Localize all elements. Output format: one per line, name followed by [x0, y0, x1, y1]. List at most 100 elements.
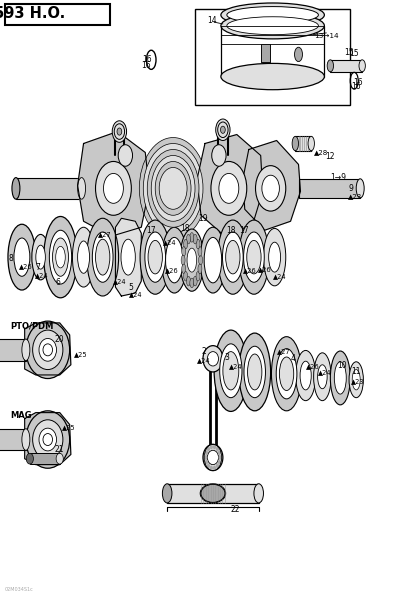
- Ellipse shape: [227, 7, 318, 23]
- Ellipse shape: [263, 228, 286, 286]
- Text: 17: 17: [239, 226, 248, 236]
- Text: ▲24: ▲24: [273, 273, 286, 279]
- Ellipse shape: [221, 13, 324, 39]
- Ellipse shape: [22, 429, 30, 450]
- Ellipse shape: [14, 238, 30, 276]
- Ellipse shape: [204, 455, 207, 460]
- Ellipse shape: [56, 246, 65, 268]
- Ellipse shape: [33, 330, 63, 370]
- Text: ▲26: ▲26: [165, 267, 178, 273]
- Ellipse shape: [148, 240, 162, 274]
- Ellipse shape: [155, 161, 191, 215]
- Text: 2: 2: [201, 347, 206, 356]
- Ellipse shape: [53, 238, 68, 276]
- Ellipse shape: [262, 175, 279, 202]
- Text: ▲26: ▲26: [306, 363, 319, 369]
- Text: 21: 21: [55, 445, 64, 454]
- Text: ▲24: ▲24: [35, 272, 49, 278]
- Ellipse shape: [193, 276, 197, 286]
- Text: 11: 11: [351, 367, 361, 377]
- Ellipse shape: [223, 352, 239, 390]
- Text: 16: 16: [353, 78, 363, 87]
- Ellipse shape: [244, 346, 265, 398]
- Ellipse shape: [204, 237, 222, 283]
- Text: ▲26: ▲26: [243, 267, 256, 273]
- Ellipse shape: [239, 333, 271, 411]
- Ellipse shape: [227, 17, 318, 35]
- Ellipse shape: [334, 362, 346, 394]
- Text: ▲25: ▲25: [74, 351, 87, 357]
- Ellipse shape: [218, 460, 221, 465]
- Ellipse shape: [143, 144, 203, 233]
- Ellipse shape: [292, 136, 298, 151]
- Text: 14: 14: [207, 16, 217, 26]
- Bar: [261, 44, 270, 62]
- Ellipse shape: [198, 264, 202, 274]
- Text: ▲24: ▲24: [318, 369, 332, 375]
- Text: 4: 4: [291, 354, 295, 364]
- Ellipse shape: [222, 232, 243, 282]
- Ellipse shape: [218, 450, 221, 455]
- Text: 18: 18: [180, 224, 190, 233]
- Ellipse shape: [140, 220, 170, 294]
- Ellipse shape: [356, 179, 364, 198]
- Text: 6: 6: [56, 277, 60, 287]
- Ellipse shape: [78, 178, 86, 199]
- Bar: [261, 44, 270, 62]
- Ellipse shape: [92, 232, 113, 282]
- Ellipse shape: [296, 350, 316, 401]
- Ellipse shape: [162, 227, 187, 293]
- Ellipse shape: [330, 351, 350, 405]
- Ellipse shape: [103, 173, 123, 203]
- Text: 16: 16: [142, 55, 152, 65]
- Ellipse shape: [183, 239, 187, 249]
- Ellipse shape: [166, 237, 183, 283]
- Ellipse shape: [200, 484, 226, 503]
- Ellipse shape: [247, 240, 261, 274]
- Ellipse shape: [162, 484, 172, 503]
- Ellipse shape: [56, 453, 63, 464]
- Ellipse shape: [198, 246, 202, 256]
- Text: ▲27: ▲27: [98, 231, 111, 237]
- Bar: [295, 136, 311, 151]
- Ellipse shape: [118, 145, 133, 166]
- Ellipse shape: [87, 218, 119, 296]
- Bar: [30, 453, 60, 464]
- Ellipse shape: [203, 346, 223, 372]
- Text: ▲25: ▲25: [62, 425, 75, 431]
- Ellipse shape: [43, 434, 53, 446]
- Ellipse shape: [218, 220, 248, 294]
- Text: 3: 3: [224, 353, 229, 362]
- Bar: [167, 484, 259, 503]
- Ellipse shape: [216, 463, 219, 468]
- Text: ▲24: ▲24: [197, 357, 211, 363]
- Text: 1→9: 1→9: [330, 173, 346, 182]
- Ellipse shape: [26, 411, 70, 468]
- Text: 12: 12: [325, 152, 335, 161]
- Ellipse shape: [32, 234, 49, 280]
- Polygon shape: [78, 132, 149, 236]
- Ellipse shape: [300, 361, 311, 390]
- Ellipse shape: [248, 354, 262, 390]
- Ellipse shape: [212, 145, 226, 166]
- Bar: [330, 60, 362, 72]
- Ellipse shape: [182, 246, 186, 256]
- Text: ▲24: ▲24: [163, 239, 177, 245]
- Ellipse shape: [207, 463, 210, 468]
- Ellipse shape: [359, 60, 365, 72]
- Ellipse shape: [226, 240, 240, 274]
- Ellipse shape: [78, 241, 90, 273]
- Ellipse shape: [213, 444, 216, 449]
- Ellipse shape: [196, 271, 200, 281]
- Polygon shape: [115, 218, 141, 296]
- Ellipse shape: [244, 232, 264, 282]
- Text: 16: 16: [141, 61, 151, 71]
- Ellipse shape: [8, 224, 36, 290]
- Ellipse shape: [43, 344, 53, 356]
- Text: 17: 17: [146, 226, 156, 236]
- Ellipse shape: [279, 357, 294, 390]
- Ellipse shape: [187, 248, 197, 272]
- Ellipse shape: [72, 227, 95, 287]
- Ellipse shape: [196, 239, 200, 249]
- Text: 15: 15: [349, 49, 359, 59]
